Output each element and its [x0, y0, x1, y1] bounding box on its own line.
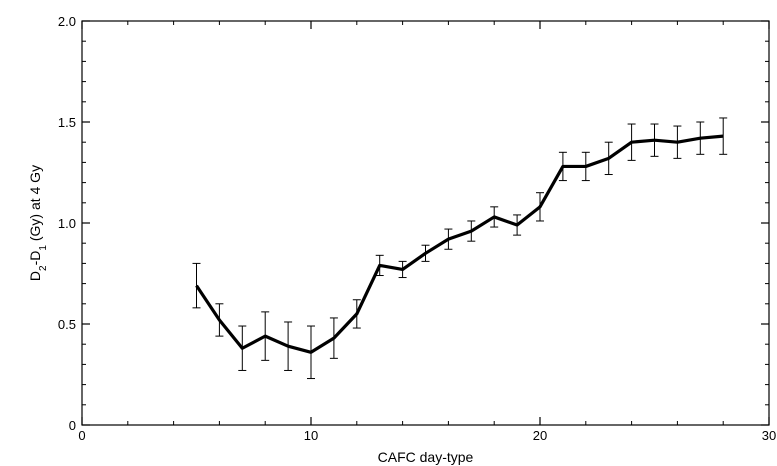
y-tick-label: 1.5 [58, 115, 76, 130]
minor-ticks [81, 20, 770, 426]
y-tick-label: 0.5 [58, 317, 76, 332]
y-axis-title-part: -D [27, 251, 43, 266]
major-ticks [81, 20, 770, 426]
y-axis-title-part: D [27, 271, 43, 281]
plot-frame [81, 20, 770, 426]
y-tick-labels: 0 0.5 1.0 1.5 2.0 [58, 14, 76, 433]
x-tick-label: 0 [78, 428, 85, 443]
y-tick-label: 2.0 [58, 14, 76, 29]
x-tick-labels: 0 10 20 30 [78, 428, 776, 443]
x-tick-label: 30 [762, 428, 776, 443]
y-axis-title: D2-D1 (Gy) at 4 Gy [27, 165, 49, 281]
x-tick-label: 10 [304, 428, 318, 443]
y-axis-title-subscript: 2 [38, 265, 49, 271]
y-tick-label: 1.0 [58, 216, 76, 231]
series-line [195, 134, 724, 354]
x-tick-label: 20 [533, 428, 547, 443]
y-tick-label: 0 [69, 418, 76, 433]
x-axis-title: CAFC day-type [378, 449, 474, 465]
y-axis-title-subscript: 1 [38, 245, 49, 251]
y-axis-title-part: (Gy) at 4 Gy [27, 165, 43, 245]
